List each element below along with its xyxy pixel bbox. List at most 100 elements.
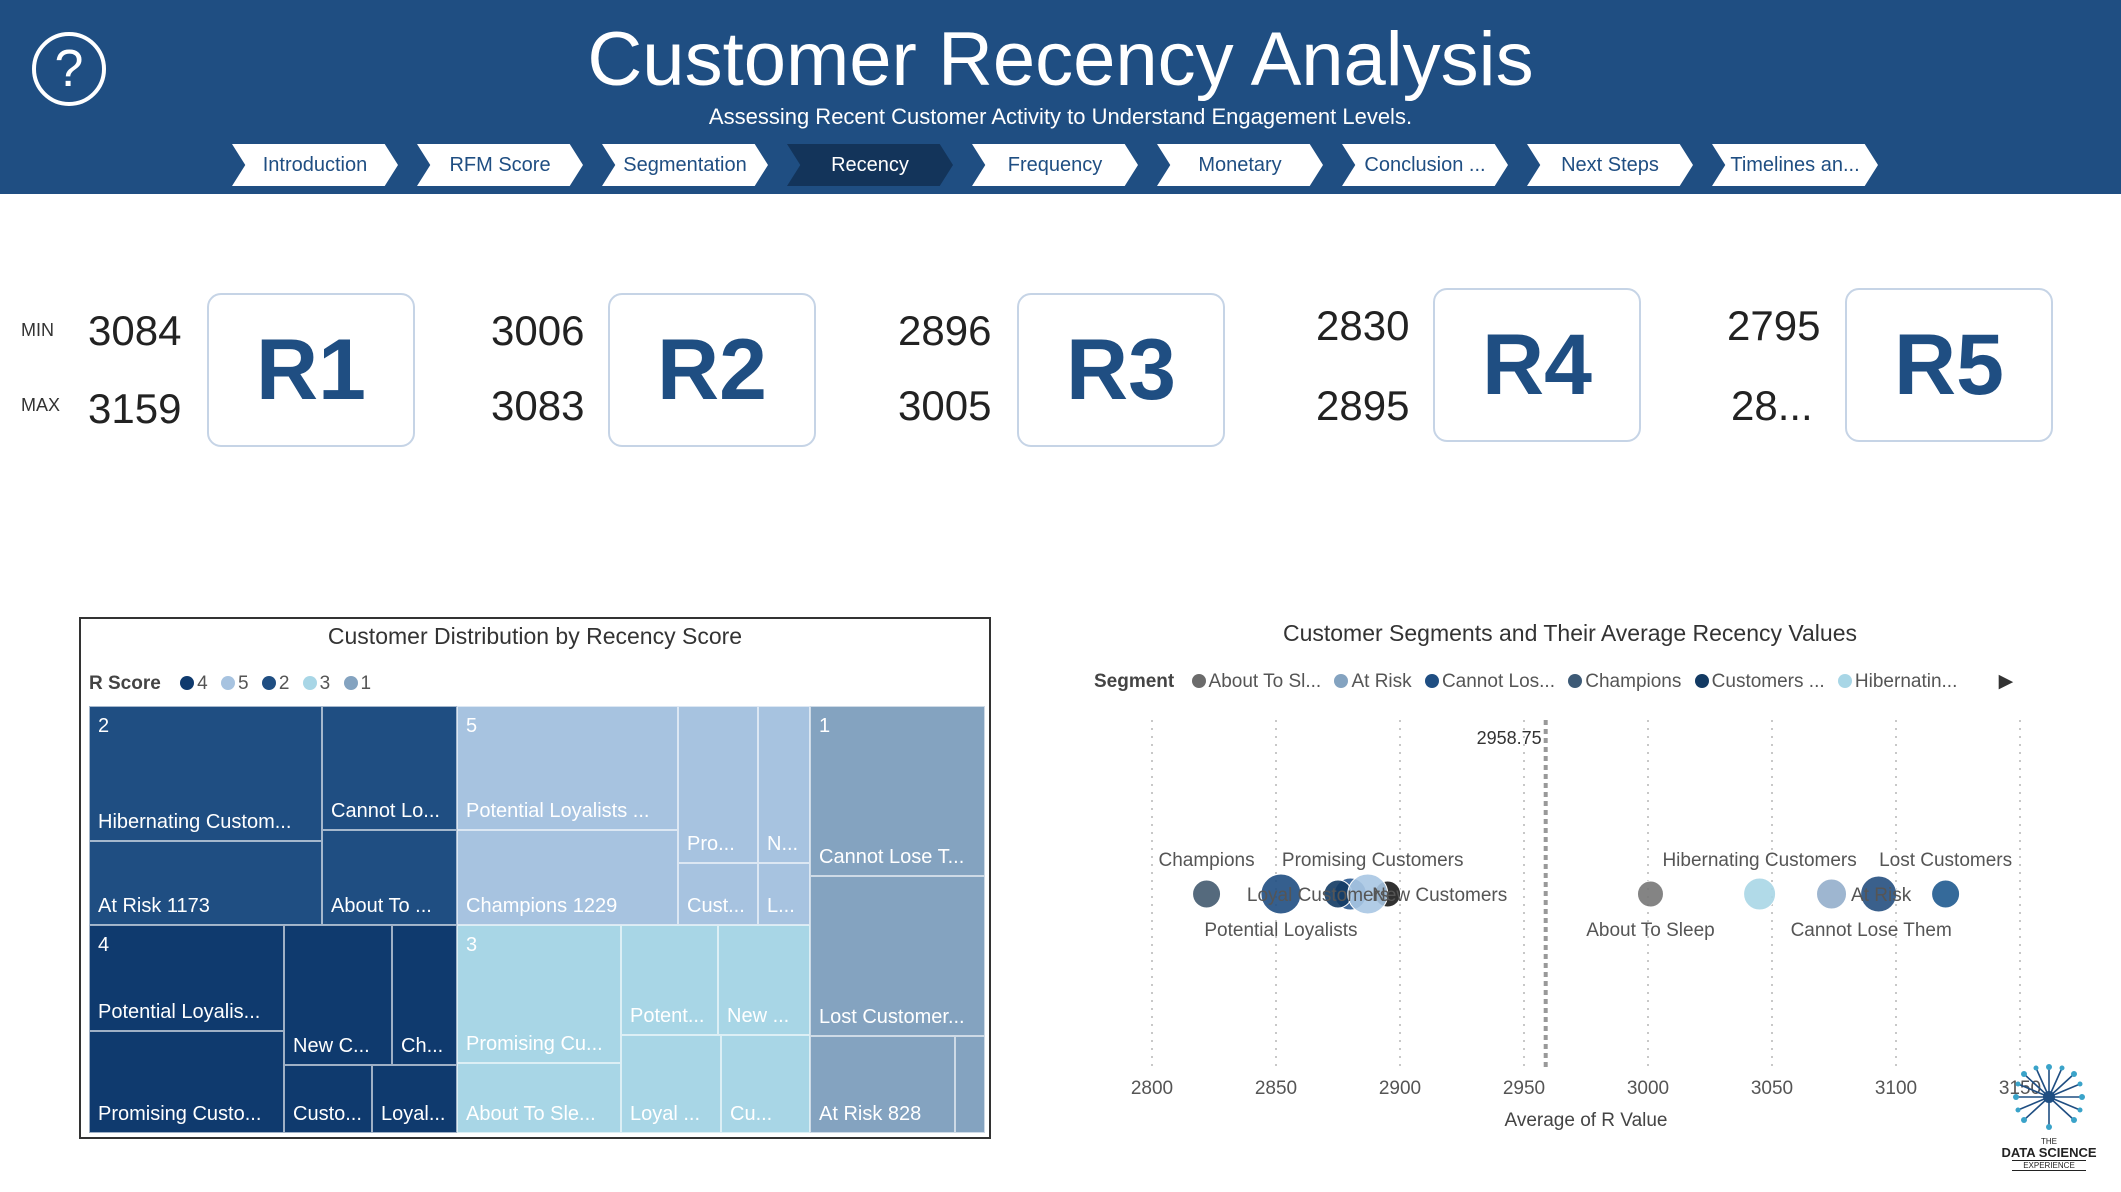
data-label: Hibernating Customers — [1662, 850, 1856, 871]
scatter-legend: Segment About To Sl... At Risk Cannot Lo… — [1094, 670, 2013, 693]
treemap-cell[interactable]: 5 Potential Loyalists ... — [457, 706, 678, 830]
cell-label: Promising Custo... — [98, 1103, 262, 1125]
x-tick-label: 2850 — [1255, 1078, 1297, 1099]
logo-text-small: THE — [2041, 1137, 2057, 1146]
legend-label-3: 3 — [319, 673, 331, 694]
x-tick-label: 2950 — [1503, 1078, 1545, 1099]
treemap-cell[interactable]: 4 Potential Loyalis... — [89, 925, 284, 1031]
tab-segmentation[interactable]: Segmentation — [602, 144, 768, 186]
cell-label: Loyal ... — [630, 1103, 701, 1125]
data-label: At Risk — [1851, 885, 1912, 906]
legend-label[interactable]: About To Sl... — [1208, 671, 1322, 692]
help-icon[interactable]: ? — [32, 32, 106, 106]
page-title: Customer Recency Analysis — [587, 17, 1534, 102]
r3-card: R3 — [1017, 293, 1225, 447]
treemap-cell[interactable]: Loyal... — [372, 1065, 457, 1133]
data-label: Potential Loyalists — [1204, 920, 1357, 941]
treemap-cell[interactable]: Lost Customer... — [810, 876, 985, 1036]
tab-rfm-score[interactable]: RFM Score — [417, 144, 583, 186]
r5-card: R5 — [1845, 288, 2053, 442]
segment-point[interactable] — [1931, 879, 1961, 909]
treemap-cell[interactable]: Cannot Lo... — [322, 706, 457, 830]
treemap-cell[interactable]: Cust... — [678, 863, 758, 925]
data-label: Cannot Lose Them — [1791, 920, 1952, 941]
x-tick-label: 3150 — [1999, 1078, 2041, 1099]
segment-point[interactable] — [1192, 879, 1222, 909]
x-tick-label: 3050 — [1751, 1078, 1793, 1099]
cell-label: Promising Cu... — [466, 1033, 603, 1055]
treemap-cell[interactable]: Loyal ... — [621, 1035, 721, 1133]
data-science-experience-logo: THE DATA SCIENCE EXPERIENCE — [1994, 1062, 2104, 1171]
treemap-cell[interactable] — [955, 1036, 985, 1133]
r4-card: R4 — [1433, 288, 1641, 442]
treemap-cell[interactable]: New ... — [718, 925, 810, 1035]
legend-label[interactable]: Hibernatin... — [1854, 671, 1958, 692]
tab-monetary[interactable]: Monetary — [1157, 144, 1323, 186]
legend-label-4: 4 — [197, 673, 208, 694]
treemap-cell[interactable]: N... — [758, 706, 810, 863]
group-label: 3 — [466, 934, 478, 956]
cell-label: Cannot Lo... — [331, 800, 440, 822]
cell-label: L... — [767, 895, 795, 917]
treemap-cell[interactable]: About To ... — [322, 830, 457, 925]
treemap-cell[interactable]: 2 Hibernating Custom... — [89, 706, 322, 841]
r1-card: R1 — [207, 293, 415, 447]
segment-point[interactable] — [1347, 873, 1389, 915]
segment-point[interactable] — [1636, 880, 1664, 908]
segment-point[interactable] — [1743, 877, 1777, 911]
cell-label: Potential Loyalists ... — [466, 800, 650, 822]
cell-label: Loyal... — [381, 1103, 446, 1125]
r2-min-value: 3006 — [491, 307, 585, 354]
treemap-cell[interactable]: Ch... — [392, 925, 457, 1065]
treemap-cell[interactable]: New C... — [284, 925, 392, 1065]
legend-label[interactable]: Champions — [1585, 671, 1682, 692]
legend-label[interactable]: At Risk — [1351, 671, 1412, 692]
treemap-cell[interactable]: Promising Custo... — [89, 1031, 284, 1133]
cell-label: Cannot Lose T... — [819, 846, 965, 868]
cell-label: About To Sle... — [466, 1103, 596, 1125]
treemap-cell[interactable]: Champions 1229 — [457, 830, 678, 925]
treemap-cell[interactable]: About To Sle... — [457, 1063, 621, 1133]
legend-dot-customers — [1694, 674, 1709, 688]
x-tick-label: 3000 — [1627, 1078, 1669, 1099]
tab-next-steps[interactable]: Next Steps — [1527, 144, 1693, 186]
data-label: Lost Customers — [1879, 850, 2012, 871]
treemap-cell[interactable]: 1 Cannot Lose T... — [810, 706, 985, 876]
scatter-title: Customer Segments and Their Average Rece… — [1282, 620, 1858, 646]
treemap-cell[interactable]: Potent... — [621, 925, 718, 1035]
cell-label: Cust... — [687, 895, 745, 917]
treemap-cell[interactable]: Custo... — [284, 1065, 372, 1133]
treemap-cell[interactable]: At Risk 1173 — [89, 841, 322, 925]
x-tick-label: 2800 — [1131, 1078, 1173, 1099]
treemap-cell[interactable]: Cu... — [721, 1035, 810, 1133]
treemap-title: Customer Distribution by Recency Score — [327, 623, 743, 649]
treemap-cell[interactable]: 3 Promising Cu... — [457, 925, 621, 1063]
treemap-cell[interactable]: Pro... — [678, 706, 758, 863]
treemap-cell[interactable]: L... — [758, 863, 810, 925]
tab-conclusion[interactable]: Conclusion ... — [1342, 144, 1508, 186]
x-tick-label: 2900 — [1379, 1078, 1421, 1099]
legend-dot-2 — [261, 676, 276, 690]
logo-text-main: DATA SCIENCE — [2001, 1145, 2097, 1160]
legend-dot-3 — [302, 676, 317, 690]
tab-timelines[interactable]: Timelines an... — [1712, 144, 1878, 186]
tab-recency[interactable]: Recency — [787, 144, 953, 186]
group-label: 4 — [98, 934, 110, 956]
treemap-cell[interactable]: At Risk 828 — [810, 1036, 955, 1133]
legend-dot-1 — [343, 676, 358, 690]
segment-point[interactable] — [1860, 875, 1898, 913]
segment-point[interactable] — [1260, 873, 1302, 915]
header-banner: ? Customer Recency Analysis Assessing Re… — [0, 0, 2121, 194]
tab-introduction[interactable]: Introduction — [232, 144, 398, 186]
segment-point[interactable] — [1816, 878, 1848, 910]
r1-max-value: 3159 — [88, 385, 182, 432]
x-tick-label: 3100 — [1875, 1078, 1917, 1099]
legend-next-arrow-icon[interactable]: ▶ — [1998, 671, 2014, 692]
r3-max-value: 3005 — [898, 382, 992, 429]
r2-card: R2 — [608, 293, 816, 447]
tab-frequency[interactable]: Frequency — [972, 144, 1138, 186]
legend-label[interactable]: Customers ... — [1711, 671, 1825, 692]
cell-label: New ... — [727, 1005, 790, 1027]
r2-max-value: 3083 — [491, 382, 585, 429]
legend-label[interactable]: Cannot Los... — [1441, 671, 1555, 692]
